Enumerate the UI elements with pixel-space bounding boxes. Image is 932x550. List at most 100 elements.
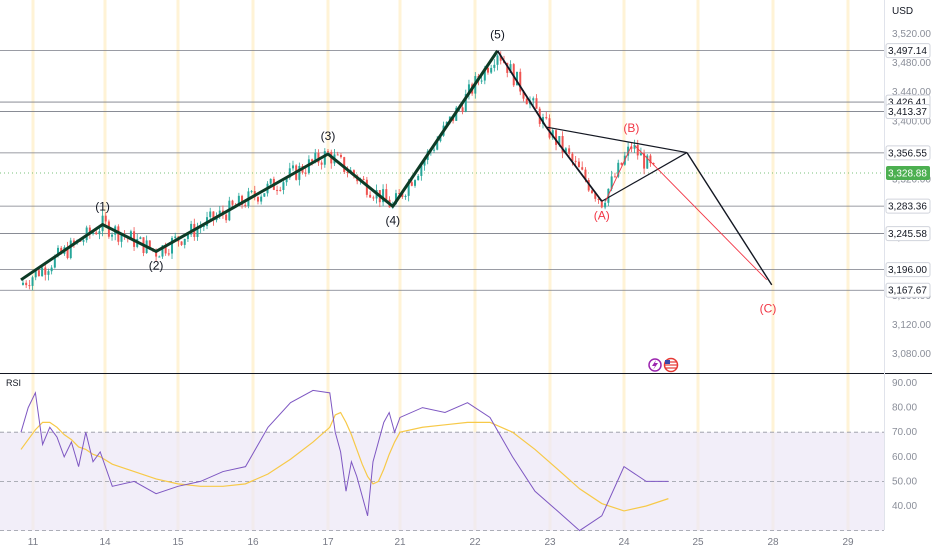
last-price-value: 3,328.88 bbox=[888, 168, 927, 179]
x-tick-label: 28 bbox=[767, 537, 779, 548]
price-level-value: 3,426.41 bbox=[888, 98, 927, 109]
candle-body bbox=[571, 153, 574, 161]
rsi-axis[interactable]: 90.00 80.00 70.00 60.00 50.00 40.00 bbox=[892, 378, 917, 512]
candle-body bbox=[183, 238, 186, 245]
candle-body bbox=[21, 282, 24, 285]
x-tick-label: 11 bbox=[28, 537, 39, 548]
impulse-wave-line bbox=[20, 49, 499, 282]
x-tick-label: 16 bbox=[247, 537, 259, 548]
candle-body bbox=[633, 144, 636, 149]
candle-body bbox=[186, 234, 189, 239]
candle-body bbox=[231, 200, 234, 205]
x-tick-label: 17 bbox=[322, 537, 334, 548]
rsi-tick-label: 60.00 bbox=[892, 452, 917, 463]
price-levels bbox=[0, 50, 884, 291]
candle-body bbox=[171, 237, 174, 254]
price-level-tag bbox=[885, 262, 931, 278]
candle-body bbox=[574, 160, 577, 162]
candle-body bbox=[190, 223, 193, 235]
candle-body bbox=[256, 197, 259, 202]
candle-body bbox=[372, 197, 375, 199]
lightning-event-icon[interactable] bbox=[648, 358, 662, 372]
candle-body bbox=[610, 176, 613, 189]
candle-body bbox=[590, 190, 593, 194]
candle-body bbox=[291, 165, 294, 169]
candle-body bbox=[600, 199, 603, 208]
price-level-tag bbox=[885, 226, 931, 242]
candle-body bbox=[317, 152, 320, 163]
price-level-value: 3,413.37 bbox=[888, 107, 927, 118]
candle-body bbox=[555, 130, 558, 145]
time-axis[interactable]: 11 14 15 16 17 21 22 23 24 25 28 29 bbox=[28, 537, 854, 548]
candle-body bbox=[613, 176, 616, 178]
candle-body bbox=[218, 210, 221, 217]
candle-body bbox=[630, 146, 633, 149]
price-level-value: 3,497.14 bbox=[888, 46, 927, 57]
rsi-tick-label: 80.00 bbox=[892, 403, 917, 414]
us-flag-event-icon[interactable] bbox=[663, 357, 679, 373]
rsi-pane bbox=[0, 389, 884, 532]
candle-body bbox=[50, 267, 53, 272]
wave-label: (B) bbox=[623, 121, 639, 135]
candle-body bbox=[519, 71, 522, 92]
candle-body bbox=[298, 166, 301, 180]
candle-body bbox=[545, 117, 548, 119]
candle-body bbox=[339, 154, 342, 158]
candle-body bbox=[167, 253, 170, 255]
rsi-indicator-label[interactable]: RSI bbox=[6, 378, 21, 388]
candle-body bbox=[649, 155, 652, 164]
candle-body bbox=[352, 170, 355, 176]
wave-c-projection-line bbox=[634, 145, 768, 281]
wave-label: (1) bbox=[95, 200, 110, 214]
candle-body bbox=[652, 163, 655, 165]
currency-label[interactable]: USD bbox=[892, 6, 913, 17]
y-tick-label: 3,400.00 bbox=[892, 116, 931, 127]
price-tags: 3,497.14 3,426.413,413.37 3,356.55 3,283.36… bbox=[885, 43, 931, 298]
candle-body bbox=[483, 67, 486, 81]
candle-body bbox=[436, 141, 439, 150]
candle-body bbox=[282, 182, 285, 190]
projection-line bbox=[686, 152, 773, 286]
candle-body bbox=[385, 189, 388, 200]
candle-body bbox=[82, 240, 85, 242]
candle-body bbox=[95, 232, 98, 235]
candle-body bbox=[129, 231, 132, 238]
candle-body bbox=[98, 231, 101, 235]
wave-label: (C) bbox=[760, 302, 777, 316]
elliott-wave-drawing[interactable] bbox=[20, 49, 773, 286]
rsi-tick-label: 50.00 bbox=[892, 476, 917, 487]
candle-body bbox=[398, 193, 401, 195]
triangle-bottom-line bbox=[601, 152, 688, 202]
candle-body bbox=[558, 136, 561, 145]
corrective-leg-line bbox=[496, 50, 548, 128]
price-level-tag bbox=[885, 104, 931, 120]
candle-body bbox=[493, 64, 496, 68]
candle-body bbox=[250, 191, 253, 193]
candle-body bbox=[72, 240, 75, 244]
candle-body bbox=[69, 240, 72, 259]
rsi-tick-label: 70.00 bbox=[892, 427, 917, 438]
candle-body bbox=[66, 247, 69, 259]
candle-body bbox=[288, 168, 291, 178]
candle-body bbox=[551, 130, 554, 138]
candle-body bbox=[581, 167, 584, 170]
candle-body bbox=[304, 172, 307, 174]
candle-body bbox=[643, 153, 646, 169]
candle-body bbox=[499, 55, 502, 61]
candle-body bbox=[414, 180, 417, 186]
price-level-tag bbox=[885, 282, 931, 298]
wave-b-leg-line bbox=[605, 145, 632, 202]
candle-body bbox=[439, 135, 442, 142]
candle-body bbox=[139, 237, 142, 239]
candle-body bbox=[57, 247, 60, 257]
candle-body bbox=[260, 196, 263, 202]
candle-body bbox=[516, 71, 518, 86]
candle-body bbox=[244, 204, 247, 206]
candle-body bbox=[564, 148, 567, 153]
candle-body bbox=[336, 154, 339, 156]
candle-body bbox=[31, 277, 34, 286]
candle-body bbox=[158, 256, 161, 258]
candle-body bbox=[417, 175, 420, 181]
